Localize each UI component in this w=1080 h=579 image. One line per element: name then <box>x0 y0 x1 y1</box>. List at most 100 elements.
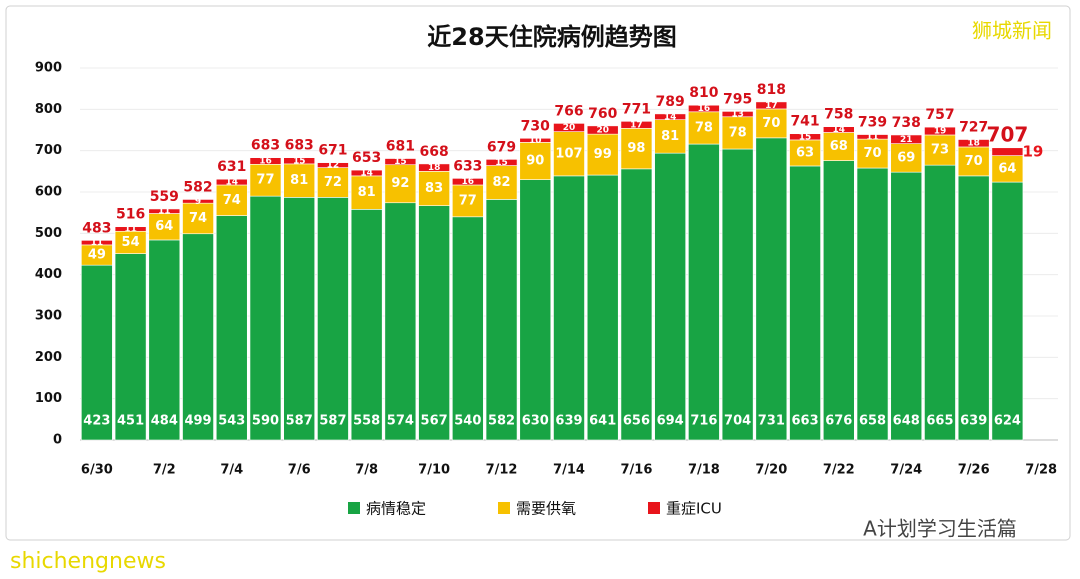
y-tick-label: 400 <box>35 267 62 282</box>
y-tick-label: 500 <box>35 226 62 241</box>
total-label: 653 <box>352 150 381 166</box>
x-tick-label: 7/16 <box>621 463 653 478</box>
data-label: 19 <box>934 127 947 137</box>
data-label: 587 <box>286 414 313 429</box>
bar-segment <box>924 126 956 136</box>
x-tick-label: 7/20 <box>755 463 787 478</box>
total-label: 631 <box>217 159 246 175</box>
bar-segment <box>384 202 417 441</box>
bar-segment <box>924 164 956 441</box>
bar-segment <box>317 197 349 441</box>
data-label: 540 <box>454 414 481 429</box>
x-tick-label: 7/2 <box>153 463 176 478</box>
bar-segment <box>519 142 552 180</box>
bar-segment <box>890 143 923 173</box>
bar-segment <box>519 137 552 143</box>
data-label: 639 <box>960 414 987 429</box>
bar-segment <box>418 163 450 172</box>
bar-segment <box>553 175 585 441</box>
bar-segment <box>384 164 417 204</box>
watermark: shichengnews <box>10 549 166 574</box>
data-label: 18 <box>967 139 980 149</box>
total-label: 741 <box>790 114 819 130</box>
bar-segment <box>890 134 923 144</box>
data-label: 499 <box>184 414 211 429</box>
total-label: 739 <box>858 115 887 131</box>
bar-segment <box>991 147 1024 156</box>
bar-segment <box>114 253 147 441</box>
data-label: 543 <box>218 414 245 429</box>
data-label: 574 <box>387 414 414 429</box>
data-label: 92 <box>391 176 409 191</box>
bar-segment <box>688 143 720 441</box>
bar-segment <box>789 133 821 141</box>
data-label: 630 <box>522 414 549 429</box>
data-label: 72 <box>324 175 342 190</box>
data-label: 15 <box>495 158 508 168</box>
y-tick-label: 600 <box>35 185 62 200</box>
data-label: 11 <box>158 207 171 217</box>
data-label: 14 <box>833 125 846 135</box>
bar-segment <box>553 131 585 177</box>
total-label: 730 <box>521 118 550 134</box>
x-tick-label: 7/18 <box>688 463 720 478</box>
total-label: 671 <box>318 143 347 159</box>
data-label: 77 <box>256 173 274 188</box>
bar-segment <box>182 199 214 204</box>
bar-segment <box>586 174 619 441</box>
data-label: 665 <box>926 414 953 429</box>
bar-segment <box>755 101 788 110</box>
total-label: 766 <box>554 103 583 119</box>
data-label: 14 <box>664 112 677 122</box>
bar-segment <box>283 163 316 198</box>
y-tick-label: 300 <box>35 309 62 324</box>
data-label: 81 <box>358 185 376 200</box>
data-label: 74 <box>189 211 207 226</box>
bar-segment <box>856 134 889 140</box>
legend-swatch <box>648 502 660 514</box>
data-label: 64 <box>998 161 1016 176</box>
bar-segment <box>418 171 450 206</box>
data-label: 9 <box>195 197 201 207</box>
y-tick-label: 0 <box>53 433 62 448</box>
data-label: 74 <box>223 193 241 208</box>
bar-segment <box>249 164 282 197</box>
data-label: 49 <box>88 248 106 263</box>
data-label: 73 <box>931 143 949 158</box>
bar-segment <box>350 209 383 441</box>
data-label: 81 <box>661 129 679 144</box>
data-label: 15 <box>394 157 407 167</box>
bar-segment <box>317 167 349 198</box>
bar-segment <box>957 175 990 441</box>
bar-segment <box>957 139 990 148</box>
total-label: 559 <box>150 189 179 205</box>
x-tick-label: 7/4 <box>220 463 243 478</box>
total-label: 810 <box>689 85 718 101</box>
data-label: 11 <box>91 238 104 248</box>
total-label: 679 <box>487 139 516 155</box>
x-tick-label: 7/6 <box>288 463 311 478</box>
bar-segment <box>249 157 282 165</box>
data-label: 14 <box>225 178 238 188</box>
data-label: 64 <box>155 219 173 234</box>
data-label: 16 <box>698 104 711 114</box>
bar-segment <box>215 215 248 441</box>
legend-label: 需要供氧 <box>516 500 576 518</box>
bar-segment <box>519 179 552 441</box>
bar-segment <box>553 123 585 132</box>
data-label: 70 <box>863 146 881 161</box>
bar-segment <box>991 155 1024 183</box>
data-label: 663 <box>791 414 818 429</box>
bar-segment <box>721 111 754 118</box>
data-label: 704 <box>724 414 751 429</box>
bar-segment <box>822 126 855 133</box>
bar-segment <box>148 213 181 241</box>
data-label: 423 <box>83 414 110 429</box>
data-label: 16 <box>462 177 475 187</box>
bar-segment <box>755 137 788 441</box>
data-label: 656 <box>623 414 650 429</box>
data-label: 639 <box>555 414 582 429</box>
bar-segment <box>789 139 821 167</box>
bar-segment <box>485 199 518 441</box>
